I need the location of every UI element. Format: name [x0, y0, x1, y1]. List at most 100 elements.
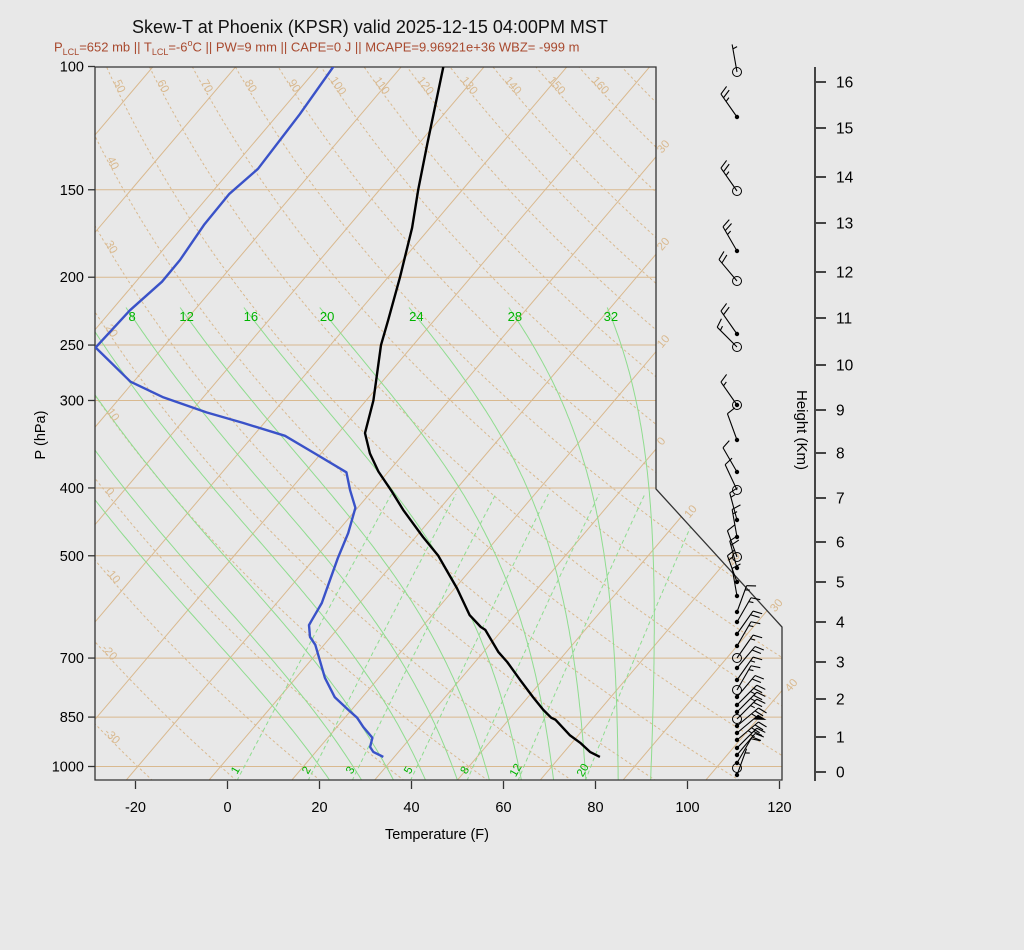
svg-text:9: 9 — [836, 403, 845, 420]
wind-barb — [734, 585, 757, 615]
svg-text:20: 20 — [311, 800, 327, 816]
svg-text:28: 28 — [508, 309, 522, 324]
wind-barb — [734, 621, 761, 649]
svg-text:200: 200 — [60, 270, 84, 286]
svg-text:110: 110 — [371, 75, 391, 97]
svg-text:20: 20 — [320, 309, 334, 324]
svg-text:8: 8 — [129, 309, 136, 324]
wind-barb — [722, 219, 740, 254]
svg-text:2: 2 — [300, 765, 314, 777]
svg-text:5: 5 — [402, 765, 416, 777]
svg-text:40: 40 — [783, 677, 800, 695]
svg-text:5: 5 — [836, 575, 845, 592]
svg-text:4: 4 — [836, 615, 845, 632]
svg-text:150: 150 — [60, 183, 84, 199]
moisture-grid — [95, 307, 706, 780]
svg-text:30: 30 — [103, 239, 120, 256]
svg-text:40: 40 — [104, 155, 121, 172]
svg-text:90: 90 — [285, 78, 302, 95]
svg-text:-20: -20 — [99, 643, 119, 663]
svg-text:80: 80 — [242, 78, 259, 95]
wind-barb — [734, 646, 765, 671]
dewpoint-curve — [95, 67, 384, 758]
wind-barb — [734, 748, 750, 778]
svg-text:50: 50 — [111, 78, 127, 95]
wind-barb — [732, 634, 763, 663]
svg-text:24: 24 — [409, 309, 423, 324]
pressure-axis-label: P (hPa) — [33, 411, 49, 460]
svg-text:1: 1 — [229, 765, 243, 777]
svg-text:16: 16 — [244, 309, 258, 324]
wind-barb — [734, 714, 767, 736]
temperature-axis-label: Temperature (F) — [385, 827, 489, 843]
svg-text:3: 3 — [836, 655, 845, 672]
svg-text:12: 12 — [508, 762, 525, 779]
wind-barb — [734, 675, 765, 700]
wind-barb — [734, 610, 763, 637]
wind-barb — [732, 763, 742, 773]
chart-subtitle: PLCL=652 mb || TLCL=-6oC || PW=9 mm || C… — [54, 38, 580, 57]
svg-text:-20: -20 — [125, 800, 146, 816]
wind-barb — [720, 303, 740, 337]
wind-barb — [732, 665, 761, 695]
wind-barb — [731, 563, 741, 599]
svg-text:0: 0 — [836, 765, 845, 782]
svg-text:8: 8 — [836, 446, 845, 463]
wind-barb — [720, 160, 742, 196]
sounding-curves — [95, 67, 601, 758]
svg-text:20: 20 — [575, 762, 592, 779]
wind-barb — [734, 733, 765, 758]
svg-text:11: 11 — [836, 311, 852, 328]
wind-barb — [734, 597, 761, 625]
svg-text:10: 10 — [836, 358, 854, 375]
svg-text:10: 10 — [682, 503, 699, 521]
svg-text:1: 1 — [836, 730, 845, 747]
svg-text:-10: -10 — [102, 566, 122, 586]
svg-text:100: 100 — [60, 60, 84, 76]
svg-text:250: 250 — [60, 338, 84, 354]
svg-text:60: 60 — [495, 800, 511, 816]
svg-text:300: 300 — [60, 393, 84, 409]
svg-text:7: 7 — [836, 491, 845, 508]
svg-text:12: 12 — [836, 265, 853, 282]
svg-text:80: 80 — [587, 800, 603, 816]
svg-text:10: 10 — [655, 333, 672, 351]
chart-title: Skew-T at Phoenix (KPSR) valid 2025-12-1… — [132, 17, 608, 37]
background-grid — [95, 67, 782, 780]
height-axis-label: Height (Km) — [793, 390, 810, 470]
svg-text:100: 100 — [327, 75, 348, 98]
svg-text:10: 10 — [104, 406, 121, 423]
wind-barb — [734, 656, 763, 683]
wind-barb — [731, 504, 741, 540]
svg-text:0: 0 — [223, 800, 231, 816]
wind-barb — [720, 374, 742, 410]
svg-text:70: 70 — [198, 78, 215, 95]
wind-barb — [731, 44, 742, 77]
svg-text:12: 12 — [179, 309, 193, 324]
wind-barb — [729, 487, 740, 523]
wind-barb — [734, 727, 766, 751]
svg-text:1000: 1000 — [52, 760, 84, 776]
svg-text:13: 13 — [836, 216, 853, 233]
wind-barb — [726, 407, 740, 443]
wind-barb — [724, 457, 742, 495]
svg-text:160: 160 — [589, 75, 611, 97]
svg-text:6: 6 — [836, 535, 845, 552]
svg-text:500: 500 — [60, 549, 84, 565]
svg-text:850: 850 — [60, 710, 84, 726]
wind-barb — [720, 86, 740, 120]
svg-text:14: 14 — [836, 170, 854, 187]
svg-text:400: 400 — [60, 481, 84, 497]
wind-barb — [722, 440, 740, 475]
wind-barb — [734, 684, 766, 708]
svg-text:30: 30 — [768, 597, 785, 615]
svg-text:3: 3 — [344, 765, 358, 777]
svg-text:120: 120 — [767, 800, 791, 816]
svg-text:32: 32 — [604, 309, 618, 324]
svg-text:150: 150 — [545, 75, 567, 97]
wind-barbs — [716, 44, 767, 778]
wind-barb — [732, 698, 766, 724]
